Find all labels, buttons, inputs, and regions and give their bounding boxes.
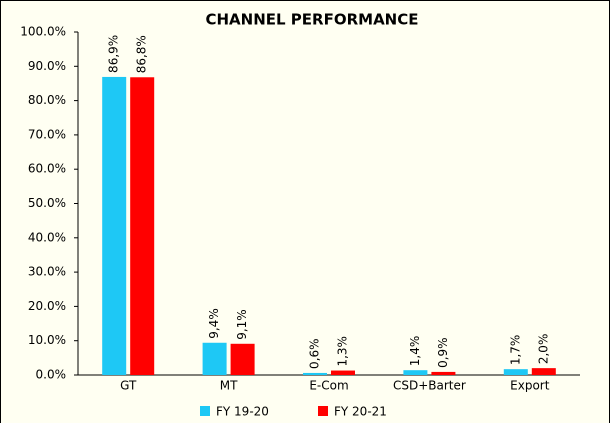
bar <box>102 76 127 376</box>
x-tick-label: CSD+Barter <box>393 379 466 393</box>
bar <box>503 369 528 375</box>
data-label: 1,4% <box>408 336 422 367</box>
data-label: 2,0% <box>536 334 550 365</box>
x-tick-label: GT <box>120 379 137 393</box>
y-tick-label: 40.0% <box>28 230 66 244</box>
y-tick-label: 60.0% <box>28 162 66 176</box>
legend-label: FY 19-20 <box>216 405 269 419</box>
y-tick-label: 20.0% <box>28 299 66 313</box>
chart-title: CHANNEL PERFORMANCE <box>206 11 419 29</box>
bar <box>331 370 355 375</box>
x-tick-label: E-Com <box>309 379 348 393</box>
x-tick-label: Export <box>510 379 550 393</box>
y-tick-label: 10.0% <box>28 333 66 347</box>
y-tick-label: 70.0% <box>28 127 66 141</box>
bar <box>403 370 428 375</box>
y-tick-label: 50.0% <box>28 196 66 210</box>
data-label: 1,3% <box>336 336 350 367</box>
y-tick-label: 100.0% <box>20 25 66 39</box>
bar <box>130 77 155 375</box>
legend-swatch <box>200 406 210 416</box>
bar <box>202 342 227 375</box>
legend-swatch <box>318 406 328 416</box>
bar <box>431 371 456 375</box>
x-tick-label: MT <box>220 379 238 393</box>
data-label: 9,1% <box>235 309 249 340</box>
data-label: 9,4% <box>207 308 221 339</box>
data-label: 0,6% <box>308 338 322 369</box>
data-label: 1,7% <box>508 335 522 366</box>
data-label: 86,8% <box>135 35 149 73</box>
bar <box>531 368 556 375</box>
data-label: 86,9% <box>107 35 121 73</box>
y-tick-label: 80.0% <box>28 93 66 107</box>
y-tick-label: 30.0% <box>28 265 66 279</box>
legend-label: FY 20-21 <box>334 405 387 419</box>
bar <box>303 372 327 375</box>
bar <box>230 343 255 375</box>
y-tick-label: 0.0% <box>36 368 67 382</box>
data-label: 0,9% <box>436 337 450 368</box>
y-tick-label: 90.0% <box>28 59 66 73</box>
